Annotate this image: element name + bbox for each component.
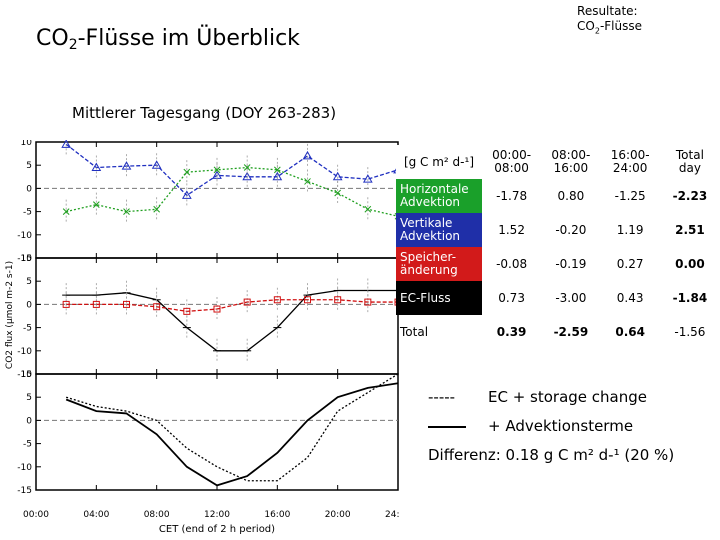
series-line [65, 373, 399, 482]
series-line [66, 299, 398, 313]
y-tick-label: 5 [26, 277, 32, 287]
data-point [121, 161, 132, 170]
difference-note: Differenz: 0.18 g C m² d-¹ (20 %) [428, 446, 675, 464]
data-point [304, 178, 311, 185]
data-point [243, 298, 251, 306]
y-tick-label: -5 [23, 324, 32, 334]
unit-label: [g C m² d-¹] [396, 145, 482, 179]
data-point [364, 298, 372, 306]
header-period-2: 08:00-16:00 [551, 148, 591, 175]
table-row: EC-Fluss 0.73 -3.00 0.43 -1.84 [396, 281, 720, 315]
data-point [153, 303, 161, 311]
data-point [62, 300, 70, 308]
x-tick-label: 04:00 [83, 510, 109, 520]
y-tick-label: -10 [17, 231, 32, 241]
table-row: Vertikale Advektion 1.52 -0.20 1.19 2.51 [396, 213, 720, 247]
solid-line-symbol [428, 425, 466, 428]
chart-subtitle: Mittlerer Tagesgang (DOY 263-283) [72, 104, 337, 122]
data-point [153, 205, 161, 213]
data-point [242, 171, 253, 181]
x-tick-label: 20:00 [325, 510, 351, 520]
section-label: Resultate: CO2-Flüsse [577, 4, 642, 36]
x-tick-label: 24:00 [385, 510, 400, 520]
series-line [66, 166, 399, 217]
data-point [213, 305, 221, 313]
header-period-1: 00:00-08:00 [492, 148, 532, 175]
co2-flux-chart: 1050-5-10-151050-5-10-151050-5-10-1500:0… [5, 140, 400, 535]
y-tick-label: -15 [17, 370, 32, 380]
data-point [243, 164, 251, 171]
x-tick-label: 00:00 [23, 510, 49, 520]
y-tick-label: 10 [21, 370, 33, 380]
row-label-ec: EC-Fluss [396, 281, 482, 315]
x-tick-label: 12:00 [204, 510, 230, 520]
data-point [61, 140, 72, 148]
data-point [183, 307, 191, 315]
y-tick-label: 0 [26, 184, 32, 194]
panel-frame [35, 373, 399, 491]
x-tick-label: 08:00 [144, 510, 170, 520]
results-table: [g C m² d-¹] 00:00-08:00 08:00-16:00 16:… [396, 145, 720, 349]
data-point [334, 296, 342, 304]
data-point [332, 171, 343, 181]
row-label-total: Total [400, 324, 429, 339]
y-tick-label: -5 [23, 440, 32, 450]
data-point [181, 190, 192, 199]
data-point [92, 201, 100, 208]
y-tick-label: -15 [17, 254, 32, 264]
data-point [92, 300, 100, 308]
table-row: Speicher-änderung -0.08 -0.19 0.27 0.00 [396, 247, 720, 281]
data-point [304, 296, 311, 304]
legend-solid: + Advektionsterme [428, 417, 633, 435]
data-point [362, 174, 373, 183]
y-tick-label: 5 [26, 161, 32, 171]
data-point [213, 166, 221, 174]
table-row: Total 0.39 -2.59 0.64 -1.56 [396, 315, 720, 349]
table-row: Horizontale Advektion -1.78 0.80 -1.25 -… [396, 179, 720, 213]
y-tick-label: -5 [23, 208, 32, 218]
data-point [62, 208, 70, 215]
y-tick-label: 5 [26, 393, 32, 403]
x-axis-label: CET (end of 2 h period) [159, 524, 275, 535]
row-label-horizontal: Horizontale Advektion [396, 179, 482, 213]
y-tick-label: 10 [21, 254, 33, 264]
data-point [334, 189, 342, 197]
y-tick-label: -15 [17, 486, 32, 496]
row-label-storage: Speicher-änderung [396, 247, 482, 281]
y-axis-label: CO2 flux (µmol m-2 s-1) [5, 261, 15, 369]
data-point [364, 205, 372, 213]
header-period-3: 16:00-24:00 [610, 148, 650, 175]
y-tick-label: 0 [26, 300, 32, 310]
series-line [65, 382, 399, 487]
x-tick-label: 16:00 [264, 510, 290, 520]
y-tick-label: -10 [17, 463, 32, 473]
series-line [65, 143, 399, 197]
series-line [66, 289, 398, 352]
data-point [183, 168, 191, 176]
data-point [273, 166, 281, 174]
row-label-vertical: Vertikale Advektion [396, 213, 482, 247]
y-tick-label: 10 [21, 140, 33, 148]
data-point [302, 150, 313, 160]
slide-title: CO2-Flüsse im Überblick [36, 26, 300, 53]
data-point [123, 300, 130, 308]
data-point [91, 162, 102, 172]
data-point [273, 296, 281, 304]
data-point [151, 160, 162, 169]
y-tick-label: -10 [17, 347, 32, 357]
y-tick-label: 0 [26, 416, 32, 426]
dashed-line-symbol: ----- [428, 388, 456, 406]
data-point [123, 208, 130, 215]
legend-dashed: ----- EC + storage change [428, 388, 648, 406]
header-total: Total day [675, 148, 704, 175]
